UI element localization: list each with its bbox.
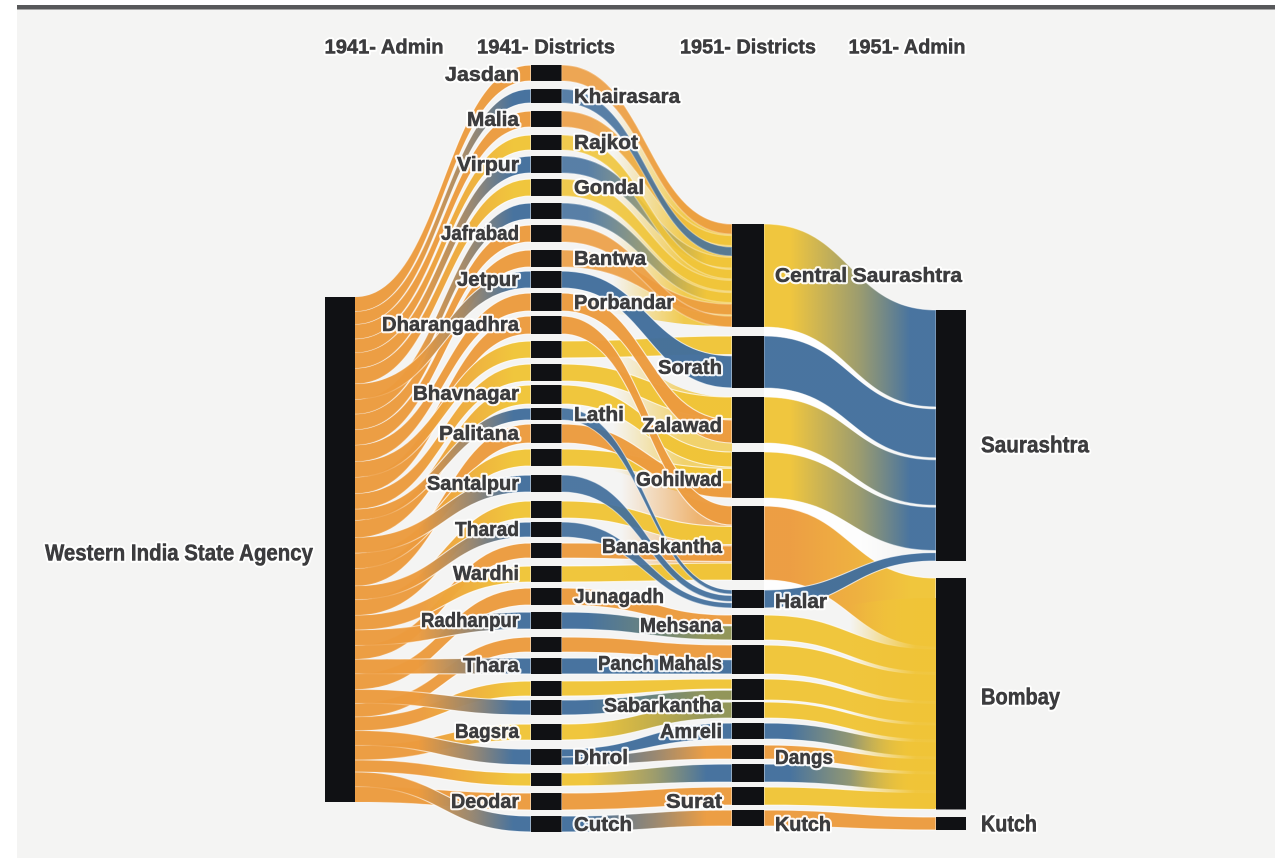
- svg-text:Sorath: Sorath: [658, 357, 722, 379]
- svg-text:Bhavnagar: Bhavnagar: [413, 383, 519, 405]
- svg-text:Lathi: Lathi: [574, 404, 624, 426]
- svg-text:1941- Districts: 1941- Districts: [477, 35, 615, 58]
- svg-text:Zalawad: Zalawad: [642, 415, 722, 437]
- svg-text:Rajkot: Rajkot: [574, 132, 638, 154]
- svg-text:Tharad: Tharad: [455, 519, 519, 541]
- svg-text:Saurashtra: Saurashtra: [981, 431, 1089, 457]
- svg-text:Palitana: Palitana: [439, 423, 520, 445]
- svg-text:Deodar: Deodar: [451, 791, 519, 813]
- svg-text:Porbandar: Porbandar: [574, 292, 674, 314]
- svg-text:Mehsana: Mehsana: [640, 615, 723, 637]
- svg-text:Gohilwad: Gohilwad: [636, 469, 722, 491]
- svg-text:Jafrabad: Jafrabad: [441, 223, 519, 245]
- svg-text:Malia: Malia: [467, 109, 520, 131]
- svg-text:1941- Districts: 1941- Districts: [477, 35, 615, 58]
- svg-text:1951- Districts: 1951- Districts: [680, 35, 816, 58]
- svg-text:Kutch: Kutch: [981, 810, 1037, 836]
- svg-text:Gondal: Gondal: [574, 177, 644, 199]
- svg-text:Santalpur: Santalpur: [427, 473, 519, 495]
- svg-text:Gondal: Gondal: [574, 177, 644, 199]
- svg-text:Halar: Halar: [775, 591, 827, 613]
- svg-text:Jasdan: Jasdan: [445, 64, 519, 86]
- svg-text:Bagsra: Bagsra: [455, 721, 520, 743]
- svg-text:Dharangadhra: Dharangadhra: [382, 314, 520, 336]
- svg-text:Dhrol: Dhrol: [574, 747, 628, 769]
- svg-text:Jafrabad: Jafrabad: [441, 223, 519, 245]
- svg-text:1951- Admin: 1951- Admin: [849, 35, 966, 58]
- svg-text:Lathi: Lathi: [574, 404, 624, 426]
- svg-text:Bombay: Bombay: [981, 683, 1060, 709]
- svg-text:Kutch: Kutch: [775, 814, 831, 836]
- svg-text:Dharangadhra: Dharangadhra: [382, 314, 520, 336]
- svg-text:Gohilwad: Gohilwad: [636, 469, 722, 491]
- svg-text:1951- Districts: 1951- Districts: [680, 35, 816, 58]
- svg-text:Banaskantha: Banaskantha: [602, 536, 723, 558]
- svg-text:Halar: Halar: [775, 591, 827, 613]
- svg-text:Porbandar: Porbandar: [574, 292, 674, 314]
- svg-text:Western India State Agency: Western India State Agency: [45, 539, 313, 565]
- svg-text:Zalawad: Zalawad: [642, 415, 722, 437]
- svg-text:Amreli: Amreli: [660, 721, 722, 743]
- svg-text:Western India State Agency: Western India State Agency: [45, 539, 313, 565]
- svg-text:Wardhi: Wardhi: [453, 563, 519, 585]
- svg-text:Junagadh: Junagadh: [574, 586, 664, 608]
- svg-text:Wardhi: Wardhi: [453, 563, 519, 585]
- svg-text:Central Saurashtra: Central Saurashtra: [775, 265, 963, 287]
- svg-text:Radhanpur: Radhanpur: [421, 610, 519, 632]
- svg-text:Dhrol: Dhrol: [574, 747, 628, 769]
- svg-text:Mehsana: Mehsana: [640, 615, 723, 637]
- svg-text:Radhanpur: Radhanpur: [421, 610, 519, 632]
- svg-text:Virpur: Virpur: [457, 154, 519, 176]
- svg-text:Virpur: Virpur: [457, 154, 519, 176]
- svg-text:Dangs: Dangs: [775, 747, 833, 769]
- svg-text:Malia: Malia: [467, 109, 520, 131]
- svg-text:Khairasara: Khairasara: [574, 86, 681, 108]
- svg-text:Bombay: Bombay: [981, 683, 1060, 709]
- svg-text:Thara: Thara: [463, 655, 520, 677]
- svg-text:Cutch: Cutch: [574, 814, 632, 836]
- svg-text:Cutch: Cutch: [574, 814, 632, 836]
- svg-text:Bantwa: Bantwa: [574, 248, 647, 270]
- svg-text:Saurashtra: Saurashtra: [981, 431, 1089, 457]
- svg-text:1941- Admin: 1941- Admin: [325, 35, 444, 58]
- svg-text:Surat: Surat: [666, 791, 722, 813]
- svg-text:Jetpur: Jetpur: [457, 269, 519, 291]
- svg-text:Jetpur: Jetpur: [457, 269, 519, 291]
- svg-text:Thara: Thara: [463, 655, 520, 677]
- svg-text:Rajkot: Rajkot: [574, 132, 638, 154]
- svg-text:Sabarkantha: Sabarkantha: [604, 695, 723, 717]
- svg-text:Panch Mahals: Panch Mahals: [598, 653, 722, 675]
- svg-text:Central Saurashtra: Central Saurashtra: [775, 265, 963, 287]
- svg-text:Junagadh: Junagadh: [574, 586, 664, 608]
- svg-text:1941- Admin: 1941- Admin: [325, 35, 444, 58]
- svg-text:Dangs: Dangs: [775, 747, 833, 769]
- svg-text:Jasdan: Jasdan: [445, 64, 519, 86]
- svg-text:Tharad: Tharad: [455, 519, 519, 541]
- svg-text:Bagsra: Bagsra: [455, 721, 520, 743]
- svg-text:Santalpur: Santalpur: [427, 473, 519, 495]
- svg-text:Kutch: Kutch: [981, 810, 1037, 836]
- svg-text:Bhavnagar: Bhavnagar: [413, 383, 519, 405]
- svg-text:Panch Mahals: Panch Mahals: [598, 653, 722, 675]
- svg-text:Banaskantha: Banaskantha: [602, 536, 723, 558]
- svg-text:Bantwa: Bantwa: [574, 248, 647, 270]
- svg-text:Sorath: Sorath: [658, 357, 722, 379]
- svg-text:Deodar: Deodar: [451, 791, 519, 813]
- svg-text:1951- Admin: 1951- Admin: [849, 35, 966, 58]
- svg-text:Amreli: Amreli: [660, 721, 722, 743]
- svg-text:Khairasara: Khairasara: [574, 86, 681, 108]
- svg-text:Kutch: Kutch: [775, 814, 831, 836]
- svg-text:Surat: Surat: [666, 791, 722, 813]
- svg-text:Sabarkantha: Sabarkantha: [604, 695, 723, 717]
- svg-text:Palitana: Palitana: [439, 423, 520, 445]
